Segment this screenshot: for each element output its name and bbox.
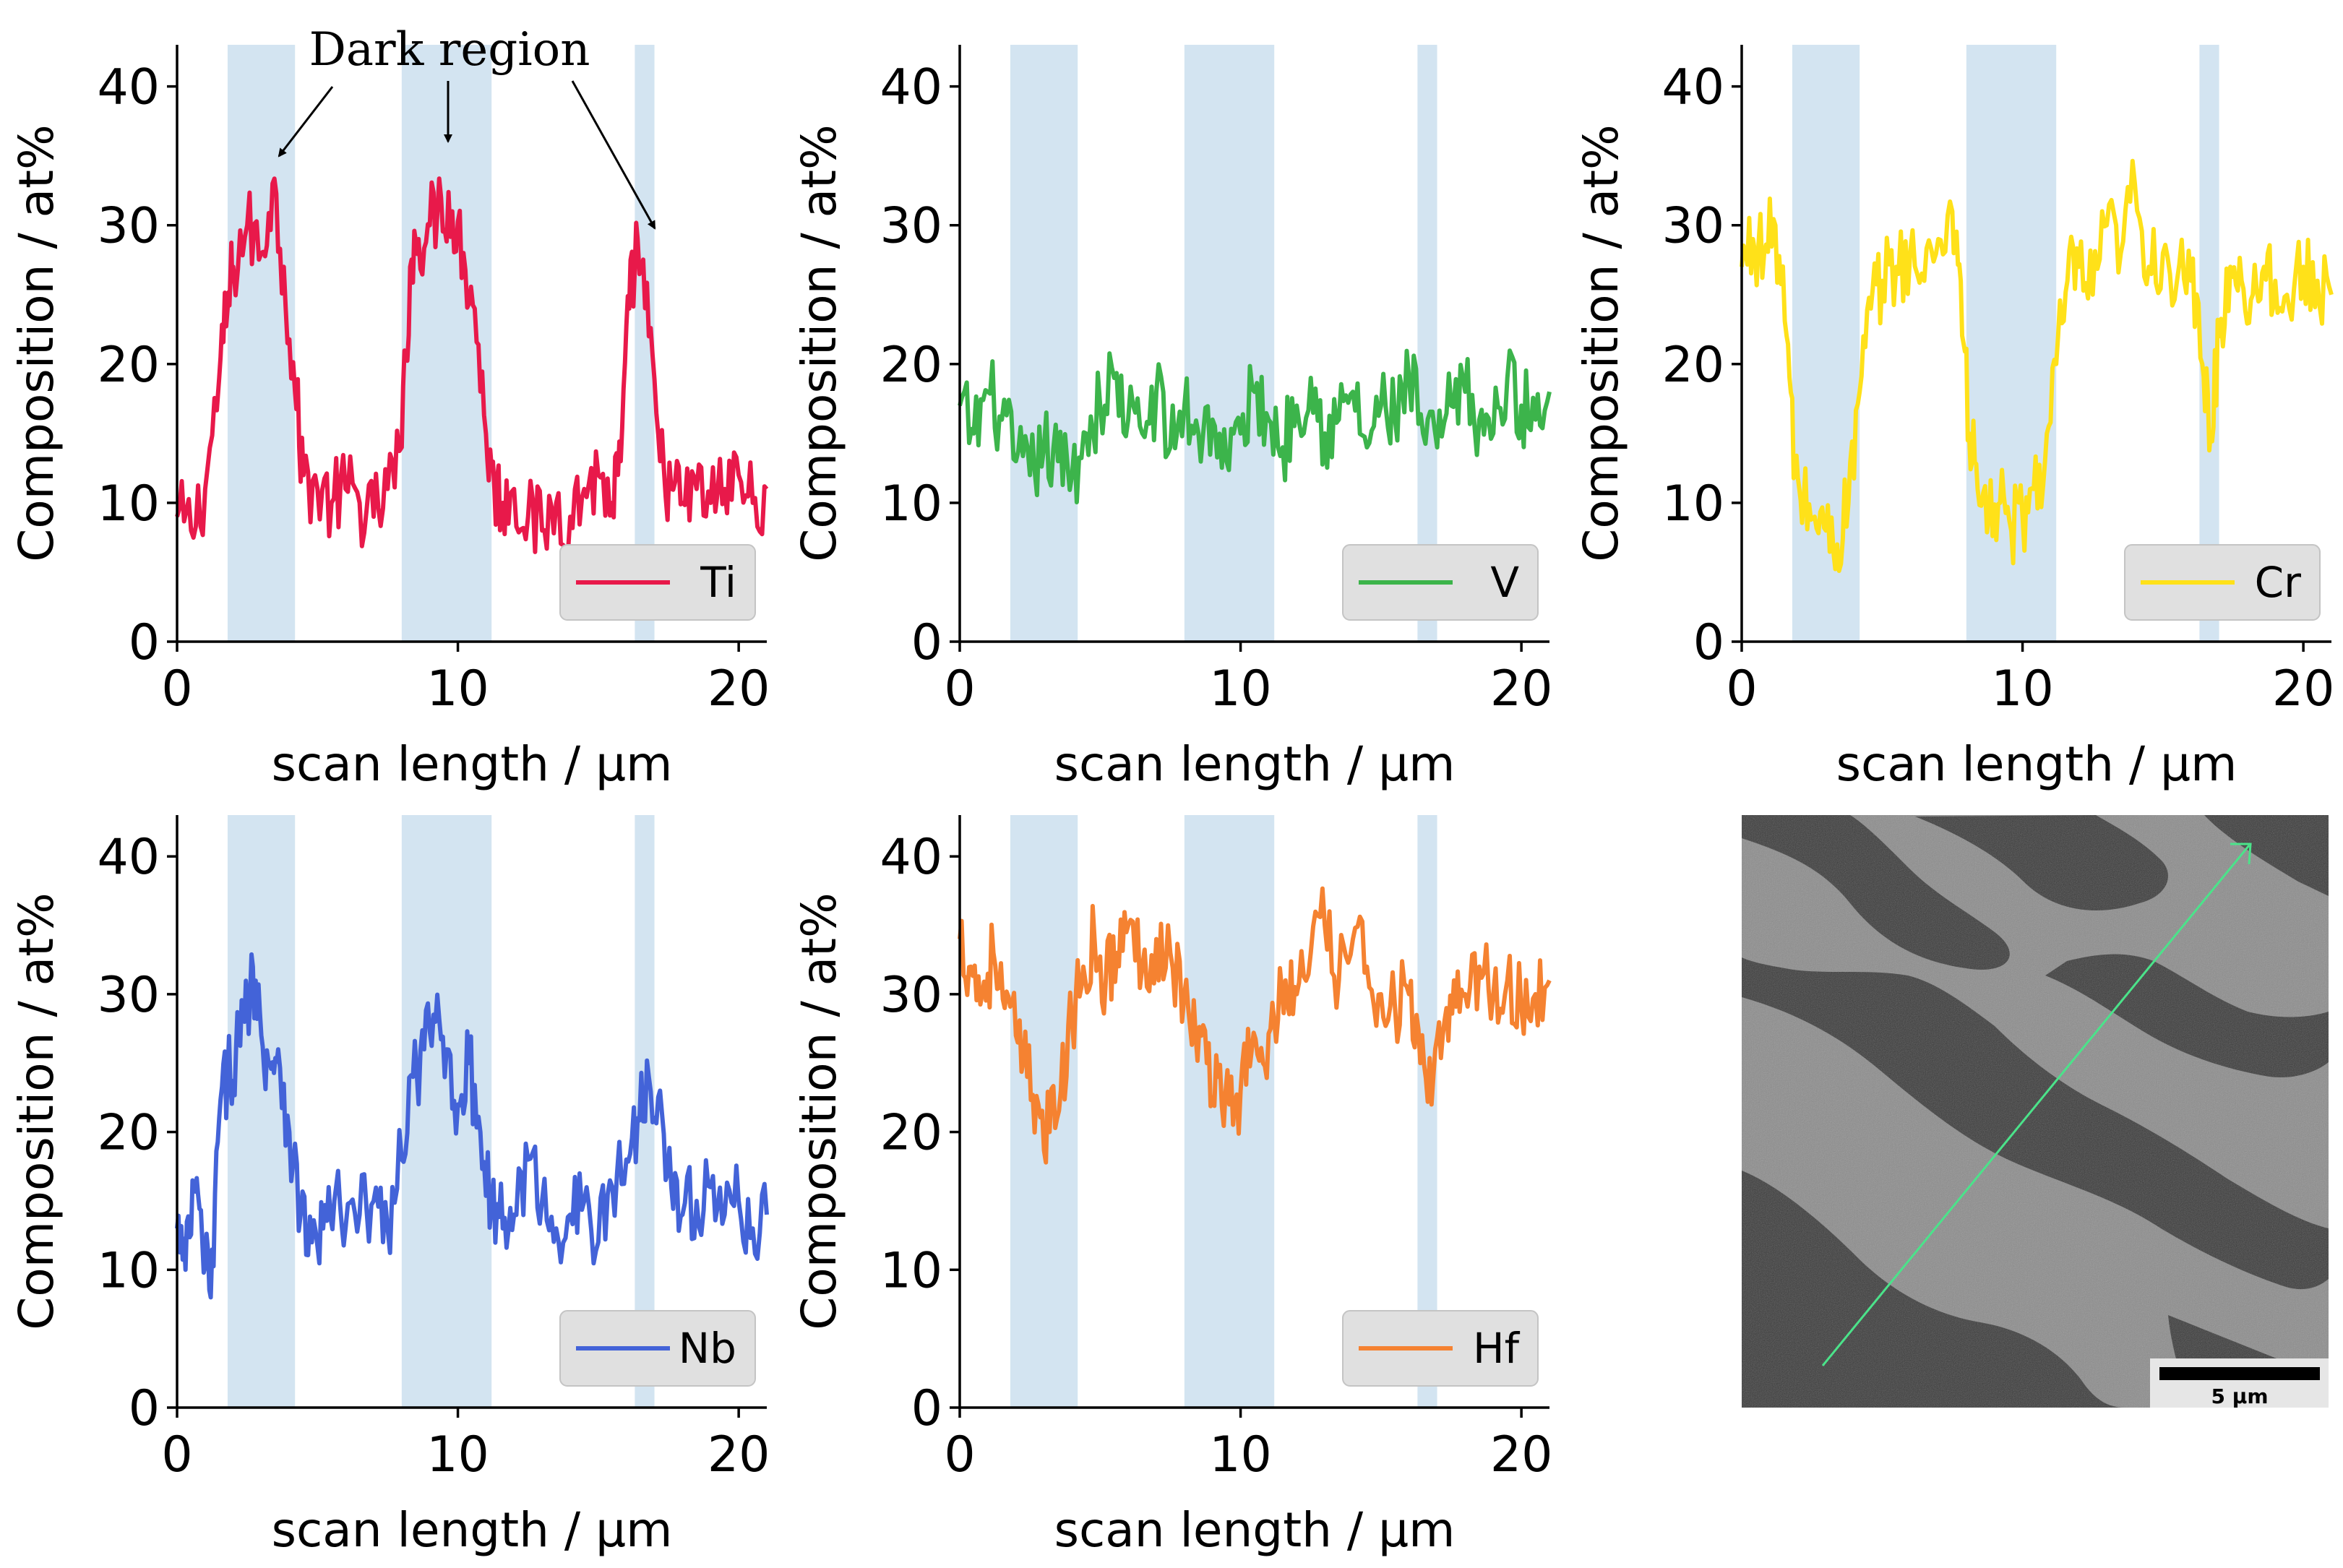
x-tick-label: 10 — [1991, 660, 2054, 718]
y-tick-label: 0 — [911, 614, 942, 671]
legend-label: Cr — [2255, 558, 2301, 607]
scan-line-arrowhead — [2230, 843, 2252, 865]
x-axis-label: scan length / μm — [1054, 1502, 1456, 1558]
panel-nb: 0 10 20 30 40 0 10 20 scan length / μm Compositio… — [9, 815, 770, 1558]
dark-region-band — [1184, 815, 1275, 1408]
panel-ti: 0 10 20 30 40 0 10 20 scan length / μm Compositio… — [9, 45, 770, 792]
y-tick-label: 0 — [129, 1380, 160, 1437]
legend: V — [1342, 544, 1539, 621]
y-axis-label: Composition / at% — [791, 124, 847, 561]
dark-region-band — [401, 815, 492, 1408]
legend-label: Nb — [679, 1324, 736, 1373]
series-line-ti — [175, 176, 769, 556]
annotation-arrow-1 — [278, 86, 334, 158]
x-tick-label: 0 — [161, 1426, 192, 1483]
legend: Cr — [2124, 544, 2321, 621]
x-tick-label: 0 — [161, 660, 192, 718]
annotation-text: Dark region — [309, 23, 590, 77]
legend-label: Hf — [1473, 1324, 1521, 1373]
y-tick-label: 20 — [97, 1105, 160, 1162]
y-tick-label: 20 — [97, 337, 160, 394]
legend-label: Ti — [700, 558, 736, 607]
series-line-v — [958, 348, 1552, 504]
dark-region-band — [1792, 45, 1860, 642]
x-tick-label: 0 — [944, 660, 975, 718]
x-axis-label: scan length / μm — [272, 1502, 673, 1558]
x-tick-label: 10 — [1209, 1426, 1272, 1483]
dark-region-band — [1417, 815, 1437, 1408]
legend: Hf — [1342, 1310, 1539, 1387]
annotation-arrow-3 — [571, 80, 656, 230]
sem-micrograph: 5 μm — [1742, 815, 2329, 1408]
y-tick-label: 10 — [880, 475, 942, 533]
y-tick-label: 0 — [129, 614, 160, 671]
y-tick-label: 30 — [97, 198, 160, 255]
y-tick-label: 40 — [97, 829, 160, 886]
y-tick-label: 20 — [880, 1105, 942, 1162]
y-tick-label: 20 — [880, 337, 942, 394]
x-tick-label: 0 — [944, 1426, 975, 1483]
legend: Ti — [559, 544, 756, 621]
panel-v: 0 10 20 30 40 0 10 20 scan length / μm Compositio… — [791, 45, 1552, 792]
y-tick-label: 40 — [97, 59, 160, 116]
y-tick-label: 30 — [880, 198, 942, 255]
dark-region-band — [227, 45, 296, 642]
y-tick-label: 10 — [97, 1242, 160, 1299]
x-tick-label: 0 — [1726, 660, 1757, 718]
panel-hf: 0 10 20 30 40 0 10 20 scan length / μm Compositio… — [791, 815, 1552, 1558]
x-tick-label: 10 — [426, 660, 489, 718]
dark-region-band — [1417, 45, 1437, 642]
y-tick-label: 10 — [880, 1242, 942, 1299]
y-tick-label: 40 — [1661, 59, 1724, 116]
legend-label: V — [1490, 558, 1519, 607]
y-tick-label: 10 — [1661, 475, 1724, 533]
x-axis-label: scan length / μm — [272, 736, 673, 792]
x-tick-label: 20 — [1490, 1426, 1553, 1483]
dark-region-band — [1184, 45, 1275, 642]
x-tick-label: 10 — [426, 1426, 489, 1483]
dark-region-band — [1010, 45, 1078, 642]
dark-region-annotation: Dark region — [278, 23, 656, 230]
series-line-nb — [175, 952, 769, 1300]
y-tick-label: 30 — [880, 967, 942, 1024]
x-tick-label: 10 — [1209, 660, 1272, 718]
y-axis-label: Composition / at% — [9, 892, 64, 1330]
x-tick-label: 20 — [708, 660, 770, 718]
series-line-hf — [958, 886, 1552, 1165]
x-axis-label: scan length / μm — [1054, 736, 1456, 792]
panel-cr: 0 10 20 30 40 0 10 20 scan length / μm Compositio… — [1573, 45, 2334, 792]
scan-line — [1821, 845, 2250, 1366]
y-tick-label: 40 — [880, 59, 942, 116]
x-tick-label: 20 — [708, 1426, 770, 1483]
y-tick-label: 40 — [880, 829, 942, 886]
scale-bar-box — [2150, 1358, 2329, 1408]
y-axis-label: Composition / at% — [9, 124, 64, 561]
y-tick-label: 0 — [1693, 614, 1724, 671]
x-tick-label: 20 — [1490, 660, 1553, 718]
y-tick-label: 30 — [97, 967, 160, 1024]
y-axis-label: Composition / at% — [791, 892, 847, 1330]
x-axis-label: scan length / μm — [1836, 736, 2237, 792]
y-tick-label: 10 — [97, 475, 160, 533]
legend: Nb — [559, 1310, 756, 1387]
scale-bar-label: 5 μm — [2211, 1384, 2268, 1408]
y-tick-label: 20 — [1661, 337, 1724, 394]
y-tick-label: 30 — [1661, 198, 1724, 255]
y-axis-label: Composition / at% — [1573, 124, 1629, 561]
series-line-cr — [1740, 158, 2334, 573]
micrograph-noise — [1742, 815, 2329, 1408]
scale-bar — [2159, 1367, 2320, 1380]
y-tick-label: 0 — [911, 1380, 942, 1437]
x-tick-label: 20 — [2272, 660, 2335, 718]
